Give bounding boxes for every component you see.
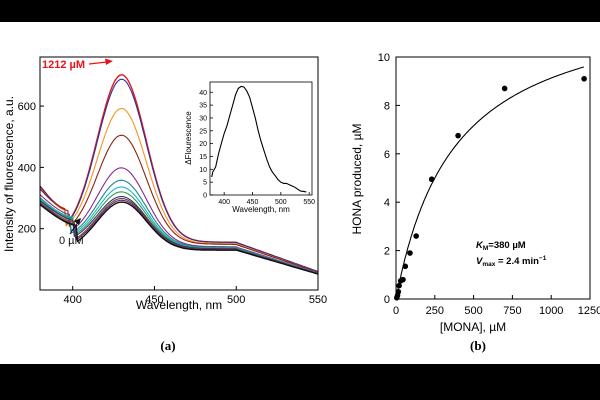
panel-a-x-tick-label: 500 [227, 294, 245, 306]
inset-y-tick-label: 5 [203, 180, 207, 187]
panel-a-x-tick-label: 550 [309, 294, 327, 306]
panel-b-series-group [393, 66, 587, 301]
data-point [402, 263, 409, 270]
inset-y-tick-label: 25 [199, 128, 207, 135]
annotation-0um-arrow [69, 218, 81, 235]
panel-b-y-tick-label: 2 [384, 246, 390, 258]
panel-a-y-tick-label: 600 [18, 101, 36, 113]
inset-y-tick-label: 0 [203, 193, 207, 200]
panel-a-y-label: Intensity of fluorescence, a.u. [2, 96, 16, 252]
data-point [581, 75, 587, 82]
panel-a-label: (a) [160, 338, 175, 353]
data-point [407, 250, 413, 256]
inset-y-tick-label: 15 [199, 154, 207, 161]
panel-b-x-tick-label: 500 [464, 305, 482, 317]
panel-a-series-4 [39, 134, 319, 273]
inset-plot-frame [209, 81, 313, 196]
data-point [395, 288, 402, 295]
inset-y-tick-label: 40 [199, 90, 207, 97]
data-point [501, 85, 508, 92]
panel-b-label: (b) [470, 338, 486, 353]
panel-b-y-tick-label: 8 [384, 100, 390, 112]
inset-x-tick-label: 550 [303, 199, 315, 206]
inset-ticks: 400 450 500 550 0 5 10 15 20 25 30 35 40 [199, 90, 315, 206]
inset-x-tick-label: 500 [275, 199, 287, 206]
panel-a-x-label: Wavelength, nm [136, 298, 222, 312]
data-point [455, 132, 461, 139]
data-point [428, 176, 435, 183]
inset-x-tick-label: 450 [247, 199, 259, 206]
panel-a-y-tick-label: 400 [18, 162, 36, 174]
data-point [396, 282, 402, 289]
data-point [400, 276, 406, 283]
panel-a-y-tick-label: 200 [18, 224, 36, 236]
inset-y-label: ΔFlourescence [184, 111, 193, 165]
panel-b-y-tick-label: 6 [384, 149, 390, 161]
km-annotation: KM=380 µM [476, 240, 526, 252]
panel-b-x-tick-label: 750 [503, 305, 521, 317]
panel-b-x-label: [MONA], µM [440, 320, 506, 334]
fit-curve [395, 66, 584, 300]
inset-chart: 400 450 500 550 0 5 10 15 20 25 30 35 40 Wavelength,… [184, 69, 315, 214]
panel-b-x-tick-label: 0 [393, 305, 399, 317]
inset-y-tick-label: 10 [199, 167, 207, 174]
data-point [413, 233, 419, 239]
panel-b-x-tick-label: 250 [426, 305, 444, 317]
panel-a-series-group [39, 74, 319, 275]
panel-b-y-tick-label: 4 [384, 197, 390, 209]
panel-b-x-tick-label: 1000 [539, 305, 563, 317]
panel-a-plot-frame [39, 56, 319, 291]
annotation-1212um: 1212 µM [42, 59, 85, 71]
figure: 400 450 500 550 200 400 600 Wavelength, nm Int… [0, 22, 600, 364]
inset-y-tick-label: 35 [199, 103, 207, 110]
inset-series-line [211, 85, 307, 193]
panel-b-x-tick-label: 1250 [578, 305, 600, 317]
panel-b-y-tick-label: 0 [384, 294, 390, 306]
panel-a-series-12 [39, 201, 319, 275]
panel-b-y-label: HONA produced, µM [350, 124, 364, 235]
panel-a-x-tick-label: 450 [145, 294, 163, 306]
vmax-annotation: Vmax = 2.4 min−1 [476, 255, 547, 268]
annotation-1212um-arrow [88, 58, 113, 65]
panel-b-y-tick-label: 10 [378, 52, 390, 64]
inset-x-tick-label: 400 [218, 199, 230, 206]
inset-x-label: Wavelength, nm [232, 205, 290, 214]
panel-b-ticks: 0 250 500 750 1000 1250 0 2 4 6 8 10 [378, 52, 600, 317]
panel-b-chart: 0 250 500 750 1000 1250 0 2 4 6 8 10 [MONA], µM HON… [350, 52, 600, 353]
annotation-0um: 0 µM [59, 235, 84, 247]
panel-a-x-tick-label: 400 [64, 294, 82, 306]
inset-y-tick-label: 20 [199, 141, 207, 148]
inset-series-group [211, 85, 307, 193]
panel-a-series-2 [39, 78, 319, 273]
panel-b-plot-frame [395, 56, 591, 300]
inset-y-tick-label: 30 [199, 115, 207, 122]
